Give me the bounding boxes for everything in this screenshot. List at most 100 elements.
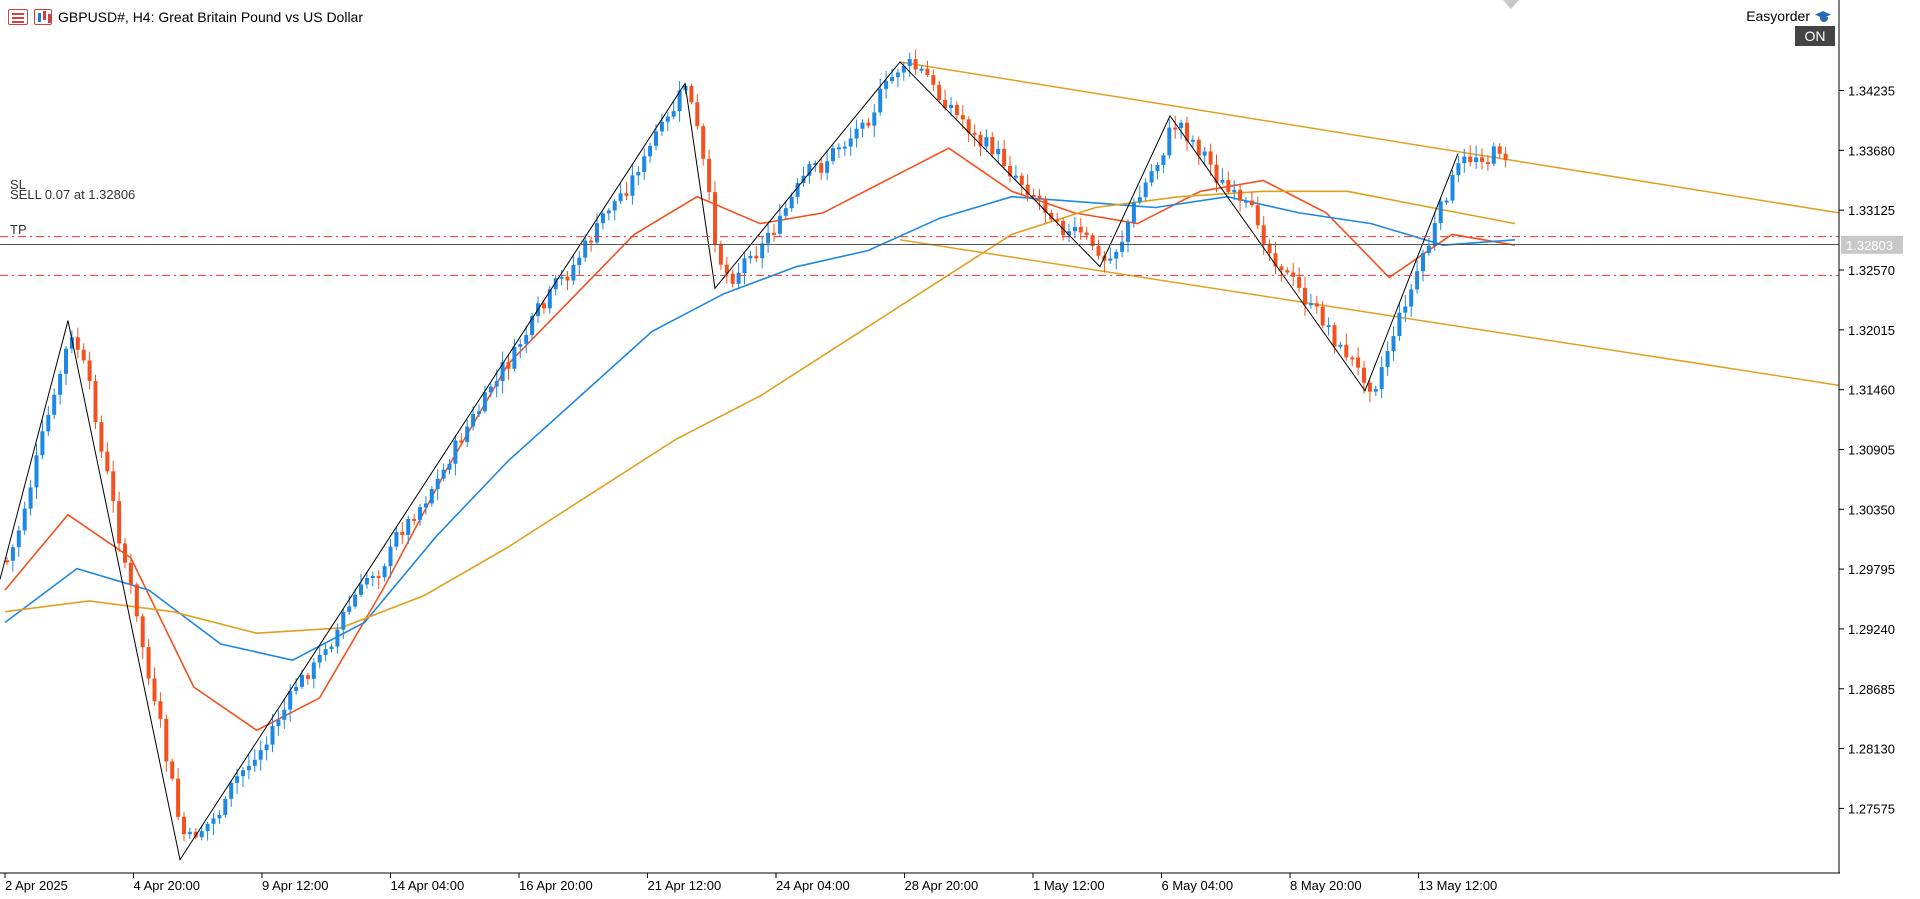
candle-bull <box>347 606 352 612</box>
candle-bull <box>813 163 818 166</box>
candle-bear <box>87 360 92 382</box>
candle-bull <box>1462 156 1467 164</box>
shift-marker-icon[interactable] <box>1503 0 1519 9</box>
candle-bull <box>1067 231 1071 236</box>
candle-bull <box>329 646 334 650</box>
candle-bear <box>152 678 157 702</box>
candle-bear <box>724 264 729 274</box>
candle-bull <box>282 709 287 720</box>
candle-bull <box>1126 222 1130 242</box>
candle-bear <box>1096 245 1101 256</box>
price-axis[interactable]: 1.34235 1.33680 1.33125 1.32570 1.32015 1.314… <box>1839 84 1903 817</box>
candle-bull <box>52 394 57 415</box>
candle-bear <box>305 675 310 679</box>
chart-type-icon[interactable] <box>34 9 52 25</box>
candle-bull <box>1232 189 1237 192</box>
candle-bull <box>1120 241 1125 252</box>
candle-bull <box>1474 157 1479 163</box>
candle-bull <box>300 675 304 687</box>
candle-bull <box>1444 200 1449 203</box>
candle-bear <box>1297 276 1302 288</box>
candle-bear <box>170 761 175 779</box>
channel-upper-line <box>899 61 1840 214</box>
candle-bull <box>901 65 906 73</box>
candle-bear <box>182 816 186 835</box>
candle-bull <box>453 440 458 464</box>
candle-bull <box>276 719 281 726</box>
candle-bull <box>205 823 210 832</box>
candle-bull <box>825 161 830 173</box>
candle-bear <box>1485 161 1490 164</box>
candle-bear <box>1214 164 1219 183</box>
candle-bull <box>890 77 894 82</box>
candle-bull <box>1491 146 1496 164</box>
candle-bear <box>819 163 824 173</box>
candle-bull <box>1379 367 1384 389</box>
current-price-label: 1.32803 <box>1846 238 1893 253</box>
candle-bear <box>1025 184 1030 195</box>
candle-bull <box>677 90 682 112</box>
candle-bull <box>606 210 611 214</box>
candle-bear <box>541 303 546 309</box>
menu-icon[interactable] <box>8 9 28 25</box>
candle-bear <box>695 102 700 127</box>
candle-bear <box>701 126 706 159</box>
moving-average-line <box>4 190 1516 635</box>
candle-bull <box>270 725 275 745</box>
price-tick-label: 1.33125 <box>1848 203 1895 218</box>
candle-bull <box>435 478 440 490</box>
candle-bull <box>1190 139 1195 142</box>
candle-bear <box>707 158 712 193</box>
candle-bull <box>406 519 411 535</box>
candle-bull <box>524 334 529 345</box>
candle-bear <box>400 531 405 535</box>
candle-bear <box>99 422 104 452</box>
candle-bull <box>382 566 387 578</box>
price-tick-label: 1.28130 <box>1848 742 1895 757</box>
candle-bear <box>1344 344 1349 358</box>
candle-bull <box>1013 175 1018 178</box>
candle-bull <box>317 654 322 663</box>
candle-bull <box>996 148 1001 155</box>
candle-bull <box>341 611 346 630</box>
candle-bear <box>689 85 694 103</box>
candle-bear <box>990 137 995 155</box>
time-axis[interactable]: 2 Apr 2025 4 Apr 20:00 9 Apr 12:00 14 Apr 0… <box>4 873 1497 893</box>
candle-bear <box>718 243 723 265</box>
candle-bear <box>93 381 98 423</box>
candle-bear <box>1061 220 1066 236</box>
expert-advisor-label[interactable]: Easyorder <box>1746 8 1834 24</box>
candle-bull <box>22 508 27 531</box>
price-tick-label: 1.34235 <box>1848 84 1895 99</box>
candle-bear <box>140 616 145 648</box>
sell-order-label: SELL 0.07 at 1.32806 <box>10 187 135 202</box>
candle-bear <box>105 451 110 472</box>
candle-bear <box>1279 266 1284 271</box>
candle-bull <box>1421 253 1425 272</box>
time-tick-label: 16 Apr 20:00 <box>519 878 593 893</box>
order-levels[interactable] <box>0 236 1839 276</box>
candle-bull <box>860 122 865 129</box>
candle-bear <box>1002 148 1007 167</box>
candle-bull <box>559 276 564 279</box>
candle-bear <box>624 193 629 196</box>
candle-bull <box>736 272 741 284</box>
candle-bear <box>1314 303 1319 307</box>
candle-bull <box>836 147 841 150</box>
candle-bull <box>789 196 794 209</box>
time-tick-label: 9 Apr 12:00 <box>262 878 329 893</box>
expert-on-button[interactable]: ON <box>1795 26 1835 46</box>
candle-bear <box>772 232 776 235</box>
candle-bull <box>28 487 33 509</box>
sl-label: SL <box>10 177 26 192</box>
candle-bear <box>1196 139 1201 156</box>
candle-bull <box>1244 200 1248 203</box>
candle-bear <box>1208 151 1213 165</box>
channel-lower-line <box>899 239 1840 387</box>
candle-bull <box>229 782 234 799</box>
candle-bull <box>441 469 446 479</box>
candle-bull <box>984 137 989 147</box>
candle-bear <box>1285 270 1290 273</box>
price-tick-label: 1.28685 <box>1848 682 1895 697</box>
